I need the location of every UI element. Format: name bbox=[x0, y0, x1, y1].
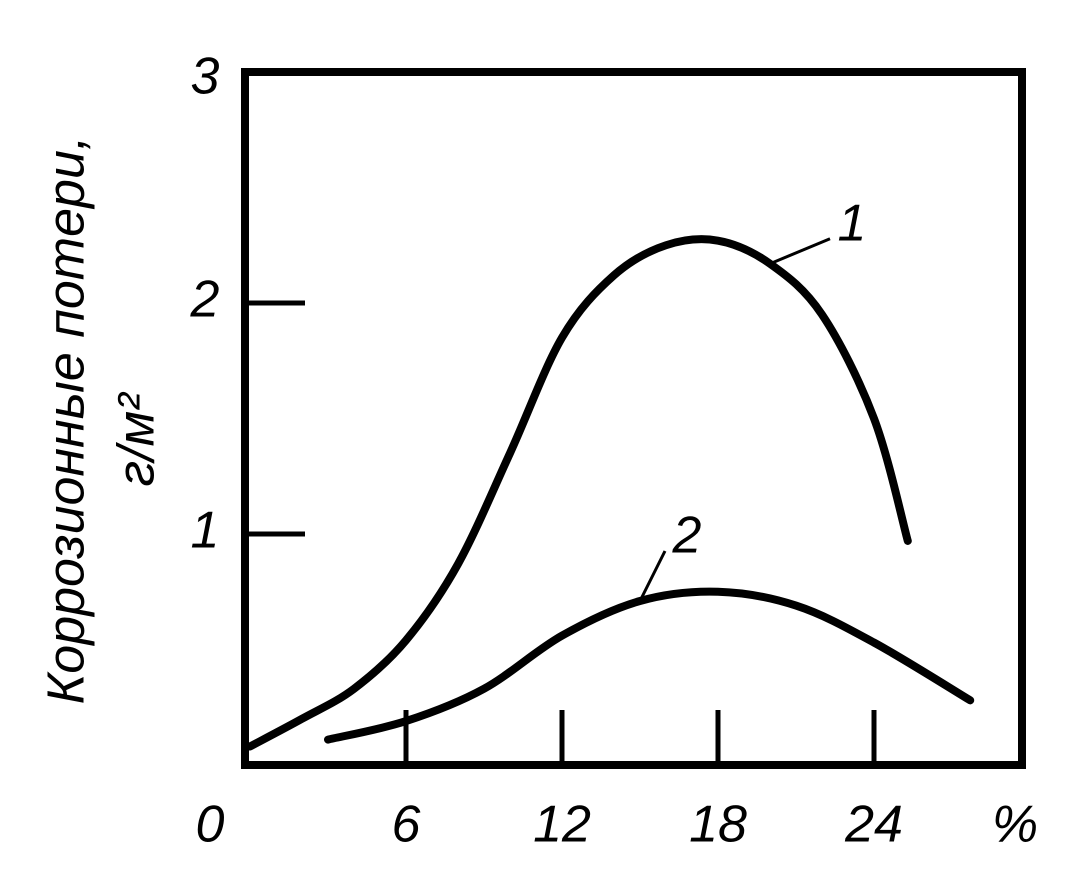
x-tick-label: 0 bbox=[196, 796, 225, 854]
x-tick-label: 6 bbox=[392, 796, 421, 854]
label-leader bbox=[769, 237, 831, 266]
line bbox=[246, 235, 912, 751]
series-label: 2 bbox=[672, 507, 702, 565]
y-axis-unit: г/м² bbox=[108, 392, 166, 487]
x-axis-label: % bbox=[992, 796, 1038, 854]
y-tick-label: 2 bbox=[190, 271, 220, 329]
y-axis-label: Коррозионные потери, bbox=[38, 136, 96, 705]
label-leader bbox=[638, 550, 667, 602]
x-tick-label: 12 bbox=[533, 796, 591, 854]
x-tick-label: 24 bbox=[844, 796, 903, 854]
x-tick-label: 18 bbox=[689, 796, 747, 854]
y-tick-label: 1 bbox=[191, 502, 220, 560]
series-label: 1 bbox=[838, 194, 867, 252]
plot-frame bbox=[241, 68, 1026, 769]
y-tick-label: 3 bbox=[191, 48, 220, 106]
